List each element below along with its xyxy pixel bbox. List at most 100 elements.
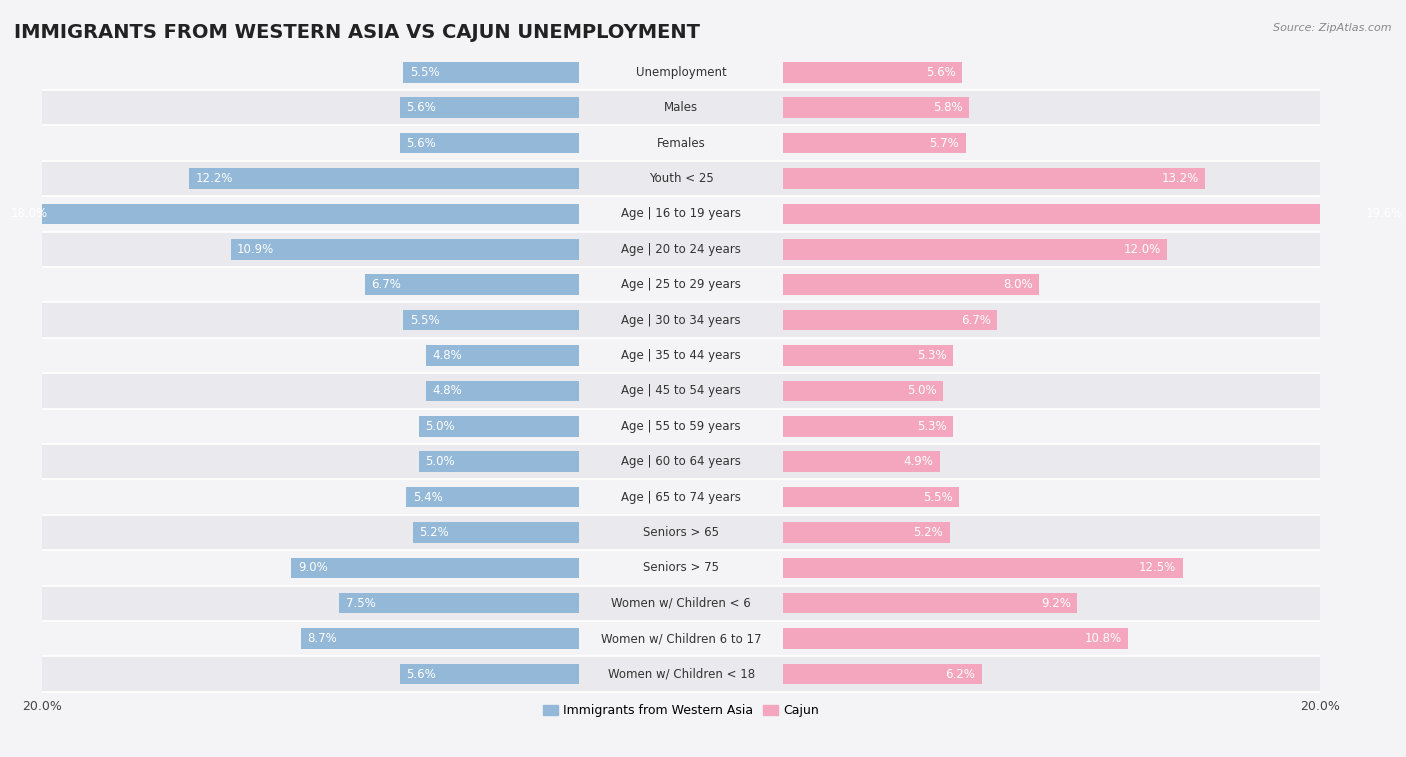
Text: Seniors > 75: Seniors > 75 <box>643 562 720 575</box>
Text: 5.2%: 5.2% <box>419 526 449 539</box>
Bar <box>783 239 1167 260</box>
Bar <box>190 168 579 188</box>
Bar <box>42 656 1320 692</box>
Text: 5.6%: 5.6% <box>406 101 436 114</box>
Bar <box>783 275 1039 295</box>
Bar <box>291 558 579 578</box>
Bar <box>42 338 1320 373</box>
Text: Age | 55 to 59 years: Age | 55 to 59 years <box>621 419 741 433</box>
Text: 6.7%: 6.7% <box>962 313 991 326</box>
Text: 5.7%: 5.7% <box>929 136 959 150</box>
Bar <box>42 409 1320 444</box>
Bar <box>783 487 959 507</box>
Text: 9.2%: 9.2% <box>1040 597 1071 609</box>
Bar <box>339 593 579 613</box>
Text: Youth < 25: Youth < 25 <box>648 172 714 185</box>
Text: 4.8%: 4.8% <box>432 385 461 397</box>
Bar <box>404 62 579 83</box>
Text: Age | 30 to 34 years: Age | 30 to 34 years <box>621 313 741 326</box>
Bar <box>783 381 943 401</box>
Text: Unemployment: Unemployment <box>636 66 727 79</box>
Text: 5.0%: 5.0% <box>907 385 936 397</box>
Text: Age | 60 to 64 years: Age | 60 to 64 years <box>621 455 741 468</box>
Text: Source: ZipAtlas.com: Source: ZipAtlas.com <box>1274 23 1392 33</box>
Text: Males: Males <box>664 101 699 114</box>
Text: 5.8%: 5.8% <box>932 101 962 114</box>
Bar <box>783 310 997 330</box>
Bar <box>783 664 981 684</box>
Text: 6.7%: 6.7% <box>371 278 401 291</box>
Text: 4.9%: 4.9% <box>904 455 934 468</box>
Bar <box>426 345 579 366</box>
Bar <box>783 168 1205 188</box>
Bar <box>783 345 953 366</box>
Bar <box>413 522 579 543</box>
Text: Age | 65 to 74 years: Age | 65 to 74 years <box>621 491 741 503</box>
Bar <box>783 416 953 437</box>
Text: 4.8%: 4.8% <box>432 349 461 362</box>
Bar <box>42 621 1320 656</box>
Text: 5.6%: 5.6% <box>406 136 436 150</box>
Bar <box>42 373 1320 409</box>
Text: 9.0%: 9.0% <box>298 562 328 575</box>
Bar <box>783 62 962 83</box>
Text: 18.0%: 18.0% <box>10 207 48 220</box>
Bar <box>783 558 1182 578</box>
Text: Age | 35 to 44 years: Age | 35 to 44 years <box>621 349 741 362</box>
Bar <box>419 451 579 472</box>
Text: 5.6%: 5.6% <box>406 668 436 681</box>
Bar <box>783 98 969 118</box>
Text: 8.7%: 8.7% <box>308 632 337 645</box>
Bar <box>783 451 941 472</box>
Bar <box>783 204 1406 224</box>
Text: Females: Females <box>657 136 706 150</box>
Text: 5.5%: 5.5% <box>409 66 439 79</box>
Text: 19.6%: 19.6% <box>1365 207 1403 220</box>
Text: 8.0%: 8.0% <box>1002 278 1032 291</box>
Bar <box>301 628 579 649</box>
Bar <box>42 232 1320 267</box>
Text: Seniors > 65: Seniors > 65 <box>643 526 720 539</box>
Bar <box>42 585 1320 621</box>
Text: 10.9%: 10.9% <box>238 243 274 256</box>
Text: 10.8%: 10.8% <box>1085 632 1122 645</box>
Bar <box>4 204 579 224</box>
Bar <box>426 381 579 401</box>
Text: 6.2%: 6.2% <box>945 668 976 681</box>
Legend: Immigrants from Western Asia, Cajun: Immigrants from Western Asia, Cajun <box>538 699 824 722</box>
Bar <box>42 302 1320 338</box>
Text: 5.0%: 5.0% <box>426 419 456 433</box>
Text: 12.5%: 12.5% <box>1139 562 1177 575</box>
Bar <box>42 444 1320 479</box>
Text: 5.0%: 5.0% <box>426 455 456 468</box>
Bar <box>231 239 579 260</box>
Bar <box>42 550 1320 585</box>
Bar <box>42 90 1320 126</box>
Bar <box>406 487 579 507</box>
Text: IMMIGRANTS FROM WESTERN ASIA VS CAJUN UNEMPLOYMENT: IMMIGRANTS FROM WESTERN ASIA VS CAJUN UN… <box>14 23 700 42</box>
Text: 5.2%: 5.2% <box>914 526 943 539</box>
Bar <box>401 132 579 154</box>
Text: 5.4%: 5.4% <box>413 491 443 503</box>
Text: Women w/ Children < 18: Women w/ Children < 18 <box>607 668 755 681</box>
Bar <box>42 515 1320 550</box>
Bar <box>783 593 1077 613</box>
Text: Age | 16 to 19 years: Age | 16 to 19 years <box>621 207 741 220</box>
Text: Women w/ Children < 6: Women w/ Children < 6 <box>612 597 751 609</box>
Bar <box>783 628 1129 649</box>
Text: 5.6%: 5.6% <box>927 66 956 79</box>
Bar <box>366 275 579 295</box>
Bar <box>401 98 579 118</box>
Bar <box>404 310 579 330</box>
Text: Age | 45 to 54 years: Age | 45 to 54 years <box>621 385 741 397</box>
Text: 5.3%: 5.3% <box>917 419 946 433</box>
Bar <box>42 55 1320 90</box>
Bar <box>42 479 1320 515</box>
Bar <box>42 267 1320 302</box>
Bar <box>419 416 579 437</box>
Bar <box>42 126 1320 160</box>
Bar <box>42 196 1320 232</box>
Text: Women w/ Children 6 to 17: Women w/ Children 6 to 17 <box>600 632 762 645</box>
Text: 5.5%: 5.5% <box>924 491 953 503</box>
Bar <box>783 522 949 543</box>
